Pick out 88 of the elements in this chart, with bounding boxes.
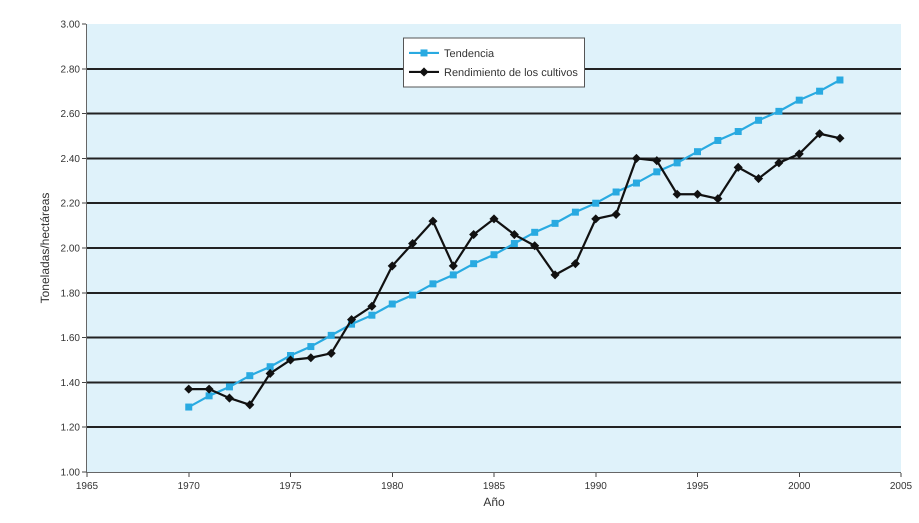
- point: [224, 394, 234, 403]
- point: [307, 343, 314, 350]
- point: [734, 128, 742, 136]
- point: [286, 355, 296, 365]
- point: [550, 270, 560, 280]
- point: [796, 96, 803, 104]
- point: [674, 159, 681, 166]
- point: [734, 162, 743, 172]
- point: [510, 230, 519, 240]
- point: [653, 168, 660, 176]
- y-tick-label: 2.00: [60, 244, 80, 254]
- x-tick-label: 2005: [890, 481, 913, 492]
- point: [428, 216, 438, 226]
- point: [816, 88, 824, 95]
- point: [694, 148, 701, 156]
- point: [266, 368, 275, 378]
- point: [652, 156, 662, 166]
- point: [572, 208, 579, 216]
- point: [429, 280, 436, 288]
- x-tick-label: 1980: [381, 481, 404, 492]
- point: [774, 158, 784, 168]
- legend-label: Rendimiento de los cultivos: [444, 67, 578, 80]
- point: [489, 214, 499, 224]
- x-tick-label: 1970: [178, 481, 200, 492]
- point: [347, 315, 356, 324]
- point: [326, 348, 336, 358]
- point: [204, 384, 214, 394]
- point: [552, 220, 559, 227]
- point: [815, 129, 824, 138]
- y-tick-label: 2.20: [60, 198, 80, 210]
- point: [531, 228, 538, 236]
- point: [713, 194, 722, 204]
- point: [794, 149, 804, 158]
- point: [714, 136, 722, 144]
- point: [388, 261, 397, 270]
- point: [592, 200, 600, 207]
- point: [632, 180, 640, 187]
- point: [530, 241, 540, 250]
- point: [775, 108, 782, 115]
- y-axis-title: Toneladas/hectáreas: [38, 192, 52, 304]
- point: [408, 238, 418, 248]
- y-tick-label: 2.40: [60, 154, 80, 165]
- point: [835, 134, 844, 143]
- y-tick-label: 1.40: [60, 378, 80, 389]
- point: [245, 400, 254, 410]
- point: [368, 312, 376, 319]
- y-tick-label: 1.20: [60, 422, 80, 434]
- y-tick-label: 1.00: [60, 468, 80, 478]
- point: [185, 404, 192, 411]
- point: [692, 190, 702, 199]
- point: [836, 76, 844, 84]
- point: [409, 292, 416, 299]
- point: [510, 240, 518, 248]
- point: [612, 188, 620, 196]
- point: [469, 230, 478, 240]
- y-tick-label: 2.60: [60, 109, 80, 120]
- x-tick-label: 1965: [76, 481, 99, 492]
- point: [266, 363, 274, 370]
- point: [367, 302, 376, 311]
- x-tick-label: 1990: [584, 481, 608, 492]
- point: [450, 271, 457, 278]
- point: [754, 174, 764, 184]
- x-tick-label: 2000: [788, 481, 811, 492]
- point: [246, 372, 254, 380]
- point: [591, 214, 600, 224]
- y-tick-label: 2.80: [60, 64, 80, 76]
- point: [306, 353, 316, 362]
- y-tick-label: 3.00: [60, 20, 80, 30]
- x-tick-label: 1985: [482, 481, 506, 492]
- point: [448, 261, 458, 270]
- x-tick-label: 1995: [686, 481, 710, 492]
- x-axis-title: Año: [483, 494, 505, 509]
- y-tick-label: 1.80: [60, 288, 80, 300]
- point: [570, 259, 580, 268]
- point: [632, 154, 641, 163]
- y-tick-label: 1.60: [60, 333, 80, 344]
- point: [328, 332, 335, 339]
- point: [672, 190, 682, 199]
- point: [612, 210, 621, 219]
- point: [388, 300, 396, 308]
- point: [490, 251, 498, 258]
- point: [226, 383, 233, 390]
- point: [470, 260, 478, 268]
- legend-label: Tendencia: [444, 48, 496, 60]
- point: [184, 384, 194, 394]
- x-tick-label: 1975: [279, 481, 302, 492]
- point: [755, 116, 762, 124]
- point: [206, 392, 213, 400]
